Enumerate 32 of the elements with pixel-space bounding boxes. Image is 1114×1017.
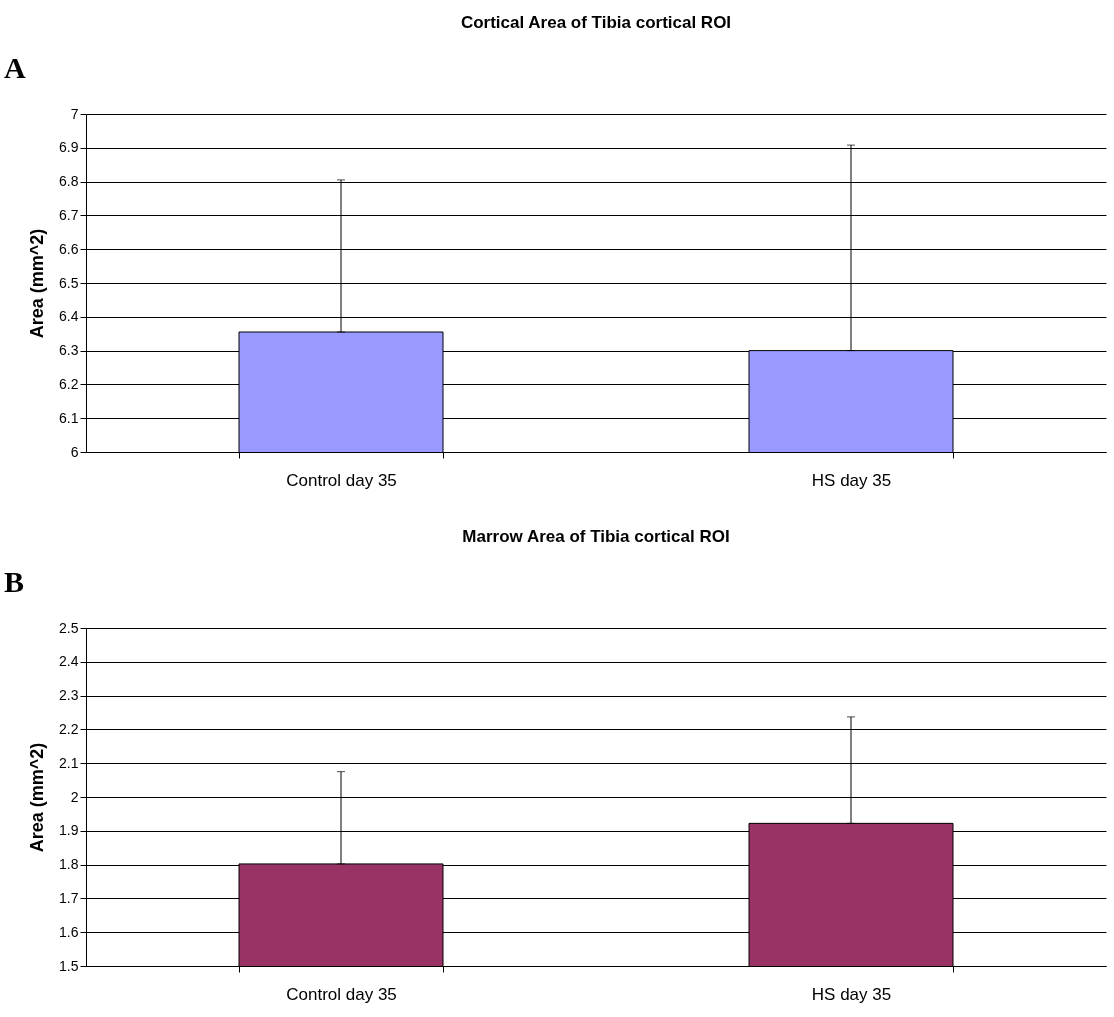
y-tick-label: 6.5 xyxy=(59,274,79,291)
y-tick-label: 6.3 xyxy=(59,342,79,359)
y-tick-label: 1.8 xyxy=(59,856,79,873)
chart-title: Cortical Area of Tibia cortical ROI xyxy=(460,13,732,32)
y-tick-label: 6.1 xyxy=(59,409,79,426)
y-tick-label: 2.2 xyxy=(59,720,79,737)
y-tick-label: 1.9 xyxy=(59,822,79,839)
chart-title: Marrow Area of Tibia cortical ROI xyxy=(462,527,730,546)
y-axis-title: Area (mm^2) xyxy=(27,742,48,853)
x-tick-label: HS day 35 xyxy=(811,984,892,1004)
y-tick-label: 6.8 xyxy=(59,173,79,190)
y-tick-label: 2 xyxy=(70,788,79,805)
y-tick-label: 6.2 xyxy=(59,375,79,392)
y-tick-label: 1.5 xyxy=(59,957,79,974)
y-tick-label: 6 xyxy=(70,443,79,460)
y-tick-label: 7 xyxy=(70,105,79,122)
y-tick-label: 6.9 xyxy=(59,139,79,156)
y-tick-label: 2.1 xyxy=(59,754,79,771)
text: B xyxy=(4,565,25,598)
y-tick-label: 2.5 xyxy=(59,619,79,636)
x-tick-label: HS day 35 xyxy=(811,470,892,490)
x-tick-label: Control day 35 xyxy=(286,470,397,490)
y-tick-label: 1.7 xyxy=(59,889,79,906)
y-axis-title: Area (mm^2) xyxy=(27,228,48,339)
y-tick-label: 6.4 xyxy=(59,308,79,325)
x-tick-label: Control day 35 xyxy=(286,984,397,1004)
y-tick-label: 6.7 xyxy=(59,206,79,223)
y-tick-label: 1.6 xyxy=(59,923,79,940)
text: A xyxy=(4,51,26,84)
y-tick-label: 6.6 xyxy=(59,240,79,257)
y-tick-label: 2.4 xyxy=(59,653,79,670)
y-tick-label: 2.3 xyxy=(59,687,79,704)
